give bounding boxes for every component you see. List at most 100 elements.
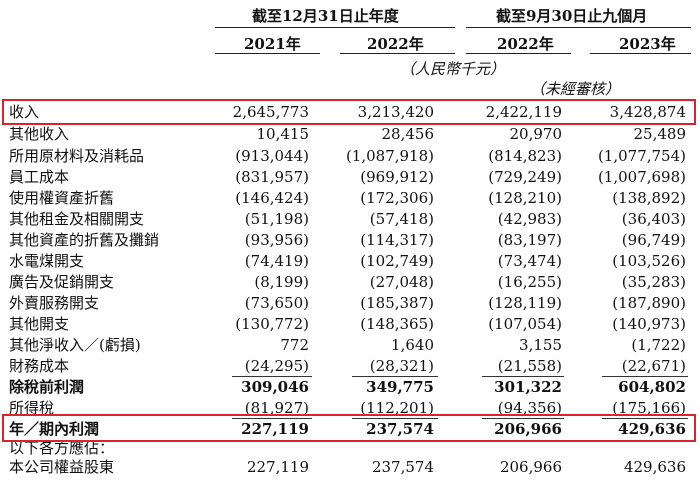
- currency-unit-note: （人民幣千元）: [400, 60, 506, 78]
- table-row-other-depreciation: 其他資產的折舊及攤銷 (93,956) (114,317) (83,197) (…: [0, 232, 700, 249]
- value-9m-2023: (103,526): [612, 252, 686, 270]
- value-9m-2023: 429,636: [618, 420, 686, 438]
- value-2021: (74,419): [244, 252, 309, 270]
- value-2022: (172,306): [360, 189, 434, 207]
- row-label: 財務成本: [9, 357, 70, 375]
- row-label: 水電煤開支: [9, 252, 85, 270]
- value-9m-2023: 429,636: [623, 458, 686, 476]
- value-9m-2022: 20,970: [509, 125, 563, 143]
- value-2021: 227,119: [246, 458, 309, 476]
- value-2022: (57,418): [369, 210, 434, 228]
- value-2021: (73,650): [244, 294, 309, 312]
- value-9m-2023: (187,890): [612, 294, 686, 312]
- subtotal-rule-7: [482, 418, 564, 419]
- value-9m-2022: (107,054): [488, 315, 562, 333]
- value-9m-2023: (138,892): [612, 189, 686, 207]
- value-9m-2023: (35,283): [621, 273, 686, 291]
- value-2021: (24,295): [244, 357, 309, 375]
- value-2022: (1,087,918): [345, 147, 434, 165]
- value-9m-2023: 25,489: [633, 125, 687, 143]
- row-label: 本公司權益股東: [9, 458, 115, 476]
- value-2021: 309,046: [241, 378, 309, 396]
- value-9m-2023: (1,722): [631, 336, 686, 354]
- value-9m-2022: (814,823): [488, 147, 562, 165]
- year-underline-2: [340, 53, 455, 54]
- header-underline-1: [215, 27, 455, 28]
- header-year-2021: 2021年: [244, 35, 301, 53]
- value-9m-2022: (16,255): [497, 273, 562, 291]
- year-underline-1: [215, 53, 320, 54]
- row-label: 廣告及促銷開支: [9, 273, 115, 291]
- value-2022: (114,317): [360, 231, 434, 249]
- row-label: 其他開支: [9, 315, 70, 333]
- value-2022: 237,574: [366, 420, 434, 438]
- table-row-attributable-to: 以下各方應佔：: [0, 440, 700, 457]
- value-9m-2022: 3,155: [519, 336, 562, 354]
- value-2022: (969,912): [360, 168, 434, 186]
- header-year-end-group: 截至12月31日止年度: [252, 7, 399, 25]
- table-row-other-expenses: 其他開支 (130,772) (148,365) (107,054) (140,…: [0, 316, 700, 333]
- header-year-2022: 2022年: [367, 35, 424, 53]
- table-row-profit-before-tax: 除稅前利潤 309,046 349,775 301,322 604,802: [0, 379, 700, 396]
- value-9m-2022: (729,249): [488, 168, 562, 186]
- table-row-advertising: 廣告及促銷開支 (8,199) (27,048) (16,255) (35,28…: [0, 274, 700, 291]
- value-9m-2022: (21,558): [497, 357, 562, 375]
- value-9m-2022: 301,322: [494, 378, 562, 396]
- value-9m-2022: 2,422,119: [485, 103, 562, 121]
- value-2021: (93,956): [244, 231, 309, 249]
- value-2021: 2,645,773: [232, 103, 309, 121]
- value-2022: (28,321): [369, 357, 434, 375]
- value-2022: 1,640: [391, 336, 434, 354]
- table-row-other-rentals: 其他租金及相關開支 (51,198) (57,418) (42,983) (36…: [0, 211, 700, 228]
- value-2022: 3,213,420: [357, 103, 434, 121]
- value-9m-2022: (42,983): [497, 210, 562, 228]
- header-nine-months-group: 截至9月30日止九個月: [496, 7, 648, 25]
- value-2022: (27,048): [369, 273, 434, 291]
- row-label: 年／期內利潤: [9, 420, 100, 438]
- value-9m-2023: (1,007,698): [597, 168, 686, 186]
- highlight-box-profit: [2, 414, 696, 442]
- value-2021: (8,199): [254, 273, 309, 291]
- value-2021: 227,119: [241, 420, 309, 438]
- table-row-equity-shareholders: 本公司權益股東 227,119 237,574 206,966 429,636: [0, 459, 700, 476]
- table-row-utilities: 水電煤開支 (74,419) (102,749) (73,474) (103,5…: [0, 253, 700, 270]
- table-row-rou-depreciation: 使用權資產折舊 (146,424) (172,306) (128,210) (1…: [0, 190, 700, 207]
- value-2021: (51,198): [244, 210, 309, 228]
- value-9m-2023: (175,166): [612, 399, 686, 417]
- subtotal-rule-6: [352, 418, 438, 419]
- highlight-box-revenue: [2, 99, 696, 125]
- value-9m-2023: (36,403): [621, 210, 686, 228]
- table-row-income-tax: 所得稅 (81,927) (112,201) (94,356) (175,166…: [0, 400, 700, 417]
- value-9m-2023: (1,077,754): [597, 147, 686, 165]
- value-2022: 349,775: [366, 378, 434, 396]
- header-underline-2: [466, 27, 691, 28]
- row-label: 以下各方應佔：: [9, 439, 115, 457]
- value-2021: (913,044): [235, 147, 309, 165]
- subtotal-rule-5: [232, 418, 312, 419]
- row-label: 收入: [9, 103, 40, 121]
- row-label: 其他租金及相關開支: [9, 210, 145, 228]
- subtotal-rule-8: [602, 418, 688, 419]
- subtotal-rule-1: [232, 376, 312, 377]
- value-9m-2022: (73,474): [497, 252, 562, 270]
- row-label: 所用原材料及消耗品: [9, 147, 145, 165]
- value-9m-2022: 206,966: [494, 420, 562, 438]
- value-2022: (148,365): [360, 315, 434, 333]
- value-2022: (102,749): [360, 252, 434, 270]
- row-label: 其他淨收入／(虧損): [9, 336, 141, 354]
- row-label: 外賣服務開支: [9, 294, 100, 312]
- value-9m-2023: (140,973): [612, 315, 686, 333]
- table-row-other-income: 其他收入 10,415 28,456 20,970 25,489: [0, 126, 700, 143]
- table-row-other-net-income: 其他淨收入／(虧損) 772 1,640 3,155 (1,722): [0, 337, 700, 354]
- subtotal-rule-4: [602, 376, 688, 377]
- value-9m-2022: (94,356): [497, 399, 562, 417]
- value-9m-2022: (83,197): [497, 231, 562, 249]
- value-2021: 10,415: [256, 125, 310, 143]
- year-underline-4: [590, 53, 691, 54]
- value-9m-2022: (128,210): [488, 189, 562, 207]
- value-9m-2022: (128,119): [488, 294, 562, 312]
- value-9m-2023: (22,671): [621, 357, 686, 375]
- row-label: 除稅前利潤: [9, 378, 85, 396]
- value-2021: (146,424): [235, 189, 309, 207]
- value-9m-2023: 604,802: [618, 378, 686, 396]
